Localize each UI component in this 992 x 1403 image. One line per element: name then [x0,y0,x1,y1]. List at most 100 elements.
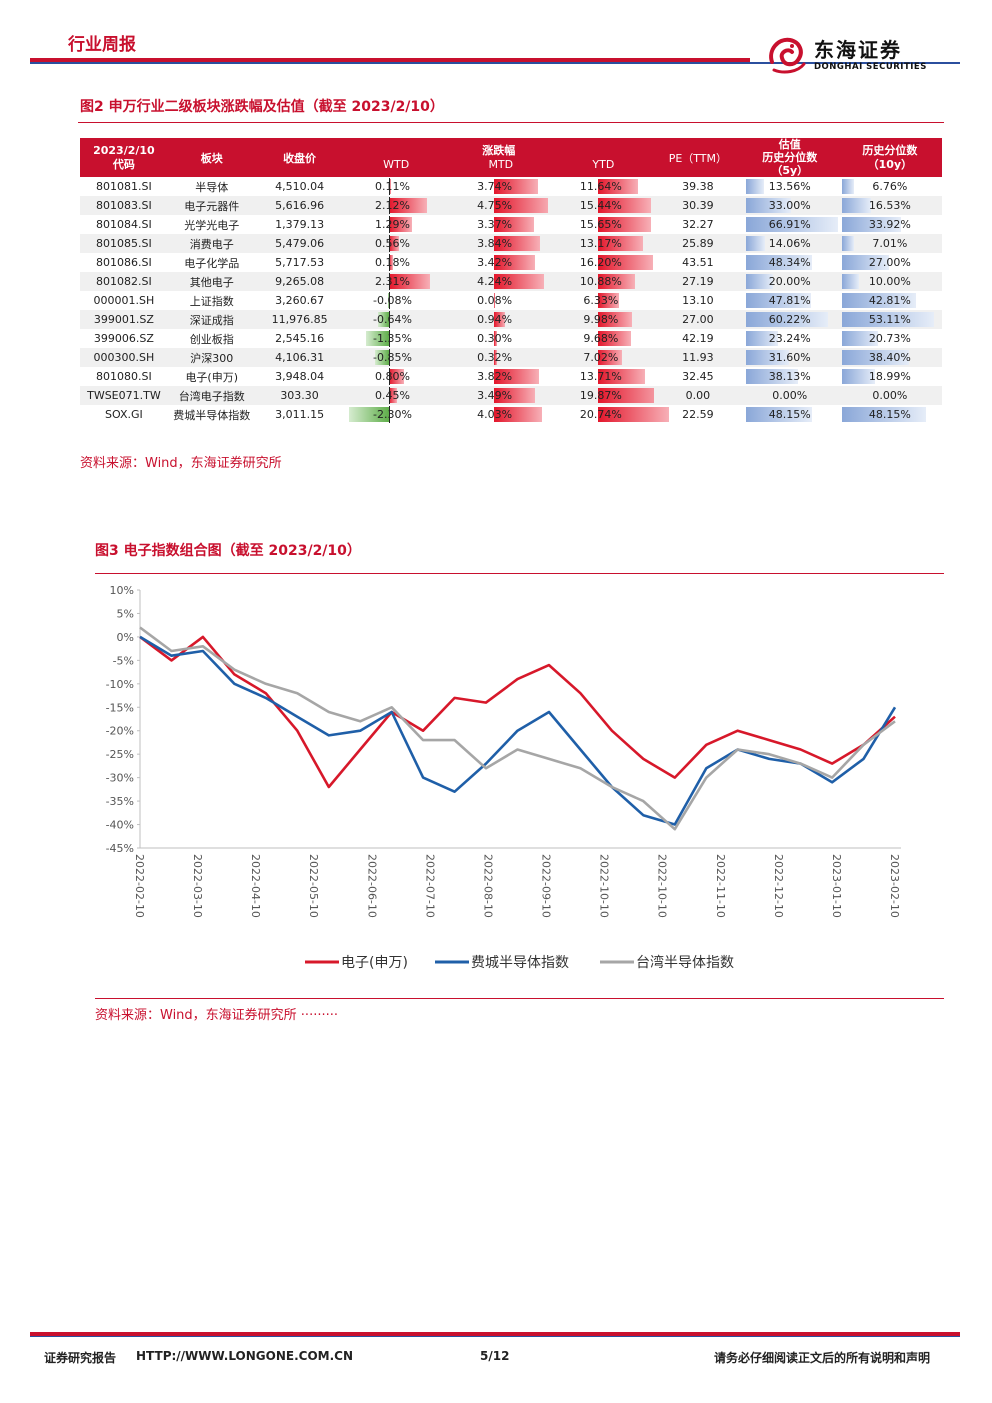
cell-pe: 30.39 [653,196,742,215]
y-tick-label: 10% [110,584,134,597]
figure3-title: 图3 电子指数组合图（截至 2023/2/10） [95,543,361,559]
header-red-rule [30,58,750,62]
p10-bar [841,198,871,213]
series-line-1 [139,635,896,789]
mtd-bar [493,255,535,270]
ytd-bar [597,236,643,251]
cell-pe: 43.51 [682,256,714,269]
sector-performance-table: 2023/2/10 代码 板块 收盘价 涨跌幅 WTD MTD YTD PE（TTM） … [80,138,942,424]
p10-bar [841,350,909,365]
mtd-value: 0.94% [477,313,513,326]
p5-value: 47.81% [768,294,811,307]
cell-close: 4,510.04 [275,180,325,193]
cell-mtd: 0.32% [441,348,548,367]
cell-wtd: -0.64% [343,310,442,329]
p10-bar [841,274,860,289]
wtd-value: -1.35% [373,332,412,345]
ytd-value: 6.33% [583,294,619,307]
wtd-bar [365,331,390,346]
y-tick-label: -5% [113,654,134,667]
cell-p5: 60.22% [741,310,838,329]
wtd-axis [389,235,391,252]
ytd-bar [597,274,636,289]
x-tick-label: 2022-03-10 [191,854,204,918]
cell-wtd: -2.30% [343,405,441,424]
p5-value: 14.06% [768,237,811,250]
p5-value: 48.34% [768,256,811,269]
series-line-2 [139,635,897,826]
wtd-value: 0.45% [375,389,410,402]
ytd-bar [597,312,632,327]
head-p5: 历史分位数（5y） [762,151,818,177]
y-tick-label: -10% [106,678,134,691]
p10-bar [841,407,926,422]
p5-value: 33.00% [768,199,811,212]
cell-code: SOX.GI [105,408,143,421]
y-tick-label: -15% [106,701,134,714]
p10-value: 33.92% [868,218,911,231]
cell-code: 801084.SI [96,218,152,231]
logo-english-name: DONGHAI SECURITIES [814,62,927,72]
mtd-value: 0.32% [477,351,513,364]
ytd-value: 16.20% [579,256,622,269]
head-mtd: MTD [488,157,514,171]
table-head-sector: 板块 [167,138,256,177]
table-row: 801085.SI 消费电子 5,479.06 0.56% 3.84% 13.17% 25.… [80,234,942,253]
cell-sector: 台湾电子指数 [167,386,256,405]
cell-pe: 27.19 [653,272,742,291]
cell-wtd: 2.31% [343,272,442,291]
cell-sector: 费城半导体指数 [173,408,251,422]
ytd-value: 15.65% [579,218,622,231]
cell-p10: 18.99% [838,367,942,386]
ytd-value: 20.74% [579,408,622,421]
table-row: 801084.SI 光学光电子 1,379.13 1.29% 3.37% 15.65% 32… [80,215,942,234]
legend-label-3: 台湾半导体指数 [636,954,734,971]
dragon-emblem-icon [769,37,806,74]
p10-value: 10.00% [868,275,911,288]
cell-ytd: 13.17% [547,234,654,253]
electronics-index-line-chart: 10% 5% 0% -5% -10% -15% -20% -25% -30% -35% -40% -4… [106,584,901,971]
p5-bar [745,407,812,422]
figure3-top-rule [95,573,944,574]
cell-ytd: 11.64% [548,177,654,196]
wtd-axis [389,216,391,233]
cell-p5: 0.00% [741,386,838,405]
wtd-bar [374,350,390,365]
cell-wtd: 2.12% [343,196,442,215]
cell-pe: 0.00 [653,386,742,405]
cell-p10: 20.73% [838,329,942,348]
p5-bar [745,312,829,327]
wtd-axis [389,311,391,328]
cell-sector: 其他电子 [167,272,256,291]
ytd-value: 13.17% [579,237,622,250]
ytd-value: 13.71% [579,370,622,383]
cell-p10: 27.00% [838,253,942,272]
wtd-bar [389,255,393,270]
wtd-value: 0.80% [375,370,410,383]
x-tick-label: 2022-02-10 [133,854,146,918]
wtd-value: -0.85% [373,351,412,364]
wtd-value: 1.29% [375,218,410,231]
cell-close: 3,260.67 [275,294,325,307]
cell-code: 801080.SI [96,370,152,383]
x-tick-label: 2023-01-10 [830,854,843,918]
x-tick-label: 2022-04-10 [249,854,262,918]
cell-p5: 47.81% [742,291,838,310]
cell-p10: 7.01% [837,234,942,253]
cell-sector: 电子(申万) [185,370,239,384]
table-row: 000300.SH 沪深300 4,106.31 -0.85% 0.32% 7.02% 11… [80,348,942,367]
mtd-value: 0.08% [477,294,513,307]
ytd-bar [597,369,645,384]
mtd-value: 3.84% [477,237,513,250]
x-tick-label: 2022-05-10 [307,854,320,918]
cell-code: 399001.SZ [80,310,168,329]
wtd-value: 2.12% [375,199,410,212]
wtd-bar [389,236,400,251]
cell-wtd: 0.80% [343,367,441,386]
cell-p5: 33.00% [741,196,838,215]
cell-ytd: 6.33% [548,291,654,310]
ytd-value: 19.87% [579,389,622,402]
cell-mtd: 0.30% [442,329,548,348]
p5-bar [745,217,838,232]
p5-value: 38.13% [768,370,811,383]
